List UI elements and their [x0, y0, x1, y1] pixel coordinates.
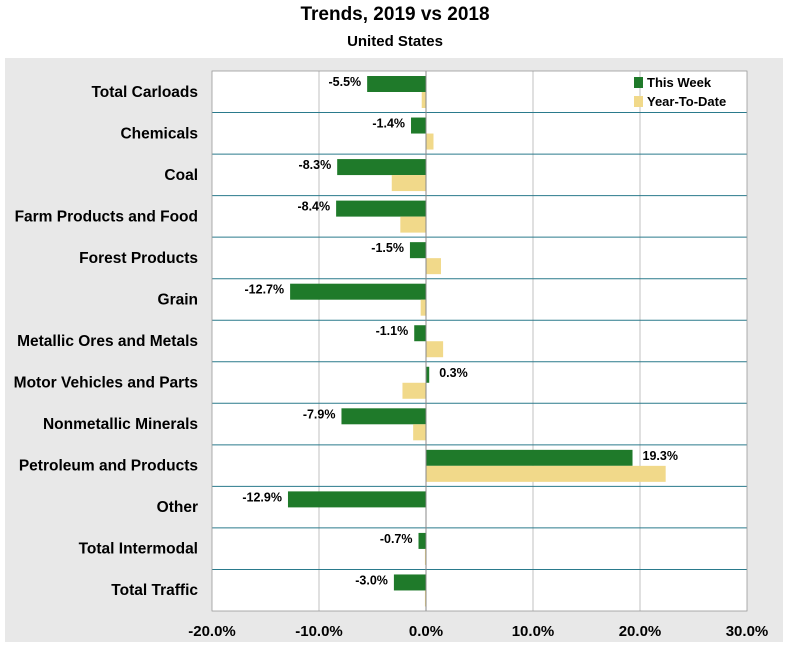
category-label: Grain — [158, 291, 198, 308]
category-label: Forest Products — [79, 250, 198, 267]
bar-year-to-date — [426, 341, 444, 358]
x-tick-label: 30.0% — [726, 623, 769, 640]
x-tick-label: 0.0% — [409, 623, 443, 640]
bar-this-week — [409, 242, 426, 259]
data-label-this-week: -1.1% — [376, 324, 409, 338]
data-label-this-week: -0.7% — [380, 532, 413, 546]
data-label-this-week: -7.9% — [303, 407, 336, 421]
bar-year-to-date — [426, 465, 666, 482]
data-label-this-week: -1.5% — [371, 241, 404, 255]
category-label: Chemicals — [120, 125, 198, 142]
bar-this-week — [426, 366, 430, 383]
bar-year-to-date — [400, 216, 426, 233]
category-label: Petroleum and Products — [19, 458, 198, 475]
bar-this-week — [414, 325, 426, 342]
bar-year-to-date — [420, 299, 426, 316]
category-label: Farm Products and Food — [15, 208, 198, 225]
category-label: Coal — [164, 167, 198, 184]
data-label-this-week: -3.0% — [355, 573, 388, 587]
x-tick-label: 20.0% — [619, 623, 662, 640]
plot-border — [211, 70, 748, 612]
category-label: Nonmetallic Minerals — [43, 416, 198, 433]
legend: This Week Year-To-Date — [634, 75, 726, 109]
data-label-this-week: 0.3% — [439, 366, 468, 380]
data-label-this-week: -8.3% — [299, 158, 332, 172]
category-label: Total Intermodal — [79, 541, 198, 558]
bar-year-to-date — [413, 424, 426, 441]
category-separators — [212, 112, 747, 570]
legend-swatch-this-week — [634, 77, 643, 88]
bar-this-week — [341, 408, 426, 425]
x-tick-label: -20.0% — [188, 623, 236, 640]
bar-this-week — [411, 117, 426, 134]
bar-this-week — [367, 76, 426, 92]
legend-label-this-week: This Week — [647, 75, 712, 90]
plot-area — [212, 71, 747, 611]
category-label: Other — [157, 499, 198, 516]
data-label-this-week: -5.5% — [328, 75, 361, 89]
bar-this-week — [290, 283, 426, 300]
bar-year-to-date — [426, 258, 441, 275]
category-label: Motor Vehicles and Parts — [14, 375, 198, 392]
bar-this-week — [287, 491, 426, 508]
labels: -20.0% -10.0% 0.0% 10.0% 20.0% 30.0% Total Car… — [14, 75, 769, 640]
bar-this-week — [418, 532, 426, 549]
data-label-this-week: -8.4% — [297, 200, 330, 214]
gridlines — [318, 71, 641, 611]
bar-this-week — [336, 200, 426, 217]
x-tick-label: 10.0% — [512, 623, 555, 640]
bar-year-to-date — [424, 548, 426, 565]
bar-this-week — [426, 449, 633, 466]
chart-subtitle: United States — [347, 33, 443, 50]
bar-year-to-date — [426, 133, 434, 150]
chart-title: Trends, 2019 vs 2018 — [300, 4, 490, 25]
legend-label-year-to-date: Year-To-Date — [647, 94, 726, 109]
bar-year-to-date — [402, 382, 426, 399]
category-label: Total Carloads — [91, 84, 198, 101]
bar-this-week — [393, 574, 426, 591]
legend-swatch-year-to-date — [634, 96, 643, 107]
data-label-this-week: -12.7% — [245, 283, 285, 297]
category-label: Total Traffic — [111, 582, 198, 599]
data-label-this-week: -12.9% — [242, 490, 282, 504]
bar-year-to-date — [421, 92, 426, 108]
bar-year-to-date — [424, 590, 426, 607]
data-label-this-week: 19.3% — [643, 449, 678, 463]
bars — [287, 76, 666, 607]
bar-this-week — [337, 159, 426, 176]
x-tick-label: -10.0% — [295, 623, 343, 640]
category-label: Metallic Ores and Metals — [17, 333, 198, 350]
data-label-this-week: -1.4% — [372, 117, 405, 131]
bar-year-to-date — [391, 175, 426, 192]
